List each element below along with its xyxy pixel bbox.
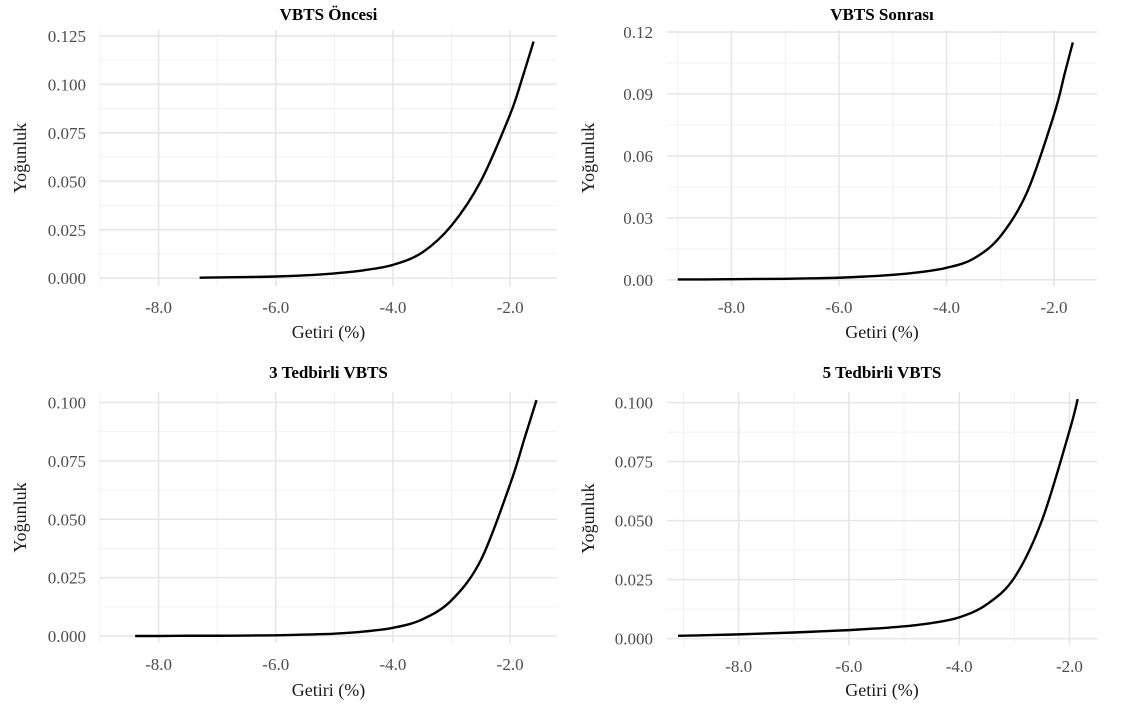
chart-title: 3 Tedbirli VBTS xyxy=(269,363,388,382)
y-tick-label: 0.025 xyxy=(48,221,86,240)
y-tick-label: 0.075 xyxy=(615,453,653,472)
chart-title: VBTS Sonrası xyxy=(830,5,934,24)
density-curve xyxy=(677,42,1074,281)
x-tick-label: -8.0 xyxy=(145,655,172,674)
y-tick-label: 0.100 xyxy=(48,75,86,94)
y-tick-label: 0.075 xyxy=(48,452,86,471)
panel-3: -8.0 -6.0 -4.0 -2.0 0.000 0.025 0.050 0.075 0.10… xyxy=(10,363,557,701)
y-axis-label: Yoğunluk xyxy=(10,482,30,552)
x-tick-label: -2.0 xyxy=(1041,298,1068,317)
y-tick-label: 0.000 xyxy=(615,630,653,649)
x-tick-label: -6.0 xyxy=(826,298,853,317)
panel-1: -8.0 -6.0 -4.0 -2.0 0.000 0.025 0.050 0.075 0.10… xyxy=(10,5,557,343)
y-tick-label: 0.025 xyxy=(48,569,86,588)
y-tick-label: 0.000 xyxy=(48,269,86,288)
x-tick-label: -2.0 xyxy=(497,298,524,317)
y-tick-label: 0.075 xyxy=(48,124,86,143)
x-tick-label: -4.0 xyxy=(933,298,960,317)
y-tick-label: 0.050 xyxy=(48,510,86,529)
y-tick-label: 0.03 xyxy=(623,209,653,228)
panel-4: -8.0 -6.0 -4.0 -2.0 0.000 0.025 0.050 0.075 0.10… xyxy=(578,363,1097,701)
x-tick-label: -8.0 xyxy=(725,657,752,676)
y-axis-label: Yoğunluk xyxy=(10,123,30,193)
x-tick-label: -6.0 xyxy=(835,657,862,676)
y-tick-label: 0.00 xyxy=(623,271,653,290)
x-tick-label: -4.0 xyxy=(379,655,406,674)
y-tick-label: 0.025 xyxy=(615,571,653,590)
x-axis-label: Getiri (%) xyxy=(845,680,918,701)
y-tick-label: 0.100 xyxy=(615,394,653,413)
x-tick-label: -4.0 xyxy=(379,298,406,317)
y-tick-label: 0.000 xyxy=(48,627,86,646)
panel-2: -8.0 -6.0 -4.0 -2.0 0.00 0.03 0.06 0.09 0.12 VBTS… xyxy=(578,5,1097,343)
y-axis-label: Yoğunluk xyxy=(578,123,598,193)
x-axis-label: Getiri (%) xyxy=(292,322,365,343)
y-tick-label: 0.06 xyxy=(623,147,653,166)
x-tick-label: -4.0 xyxy=(946,657,973,676)
y-tick-label: 0.050 xyxy=(615,512,653,531)
x-axis-label: Getiri (%) xyxy=(845,322,918,343)
x-tick-label: -8.0 xyxy=(718,298,745,317)
density-curve xyxy=(678,398,1079,637)
x-tick-label: -2.0 xyxy=(497,655,524,674)
chart-title: VBTS Öncesi xyxy=(280,5,378,24)
x-tick-label: -6.0 xyxy=(262,298,289,317)
density-curve xyxy=(199,41,535,279)
x-tick-label: -6.0 xyxy=(262,655,289,674)
y-tick-label: 0.09 xyxy=(623,85,653,104)
chart-title: 5 Tedbirli VBTS xyxy=(823,363,942,382)
y-tick-label: 0.100 xyxy=(48,394,86,413)
y-tick-label: 0.050 xyxy=(48,172,86,191)
x-tick-label: -2.0 xyxy=(1056,657,1083,676)
density-curve xyxy=(135,399,538,638)
y-axis-label: Yoğunluk xyxy=(578,483,598,553)
y-tick-label: 0.12 xyxy=(623,23,653,42)
x-tick-label: -8.0 xyxy=(145,298,172,317)
y-tick-label: 0.125 xyxy=(48,27,86,46)
x-axis-label: Getiri (%) xyxy=(292,680,365,701)
